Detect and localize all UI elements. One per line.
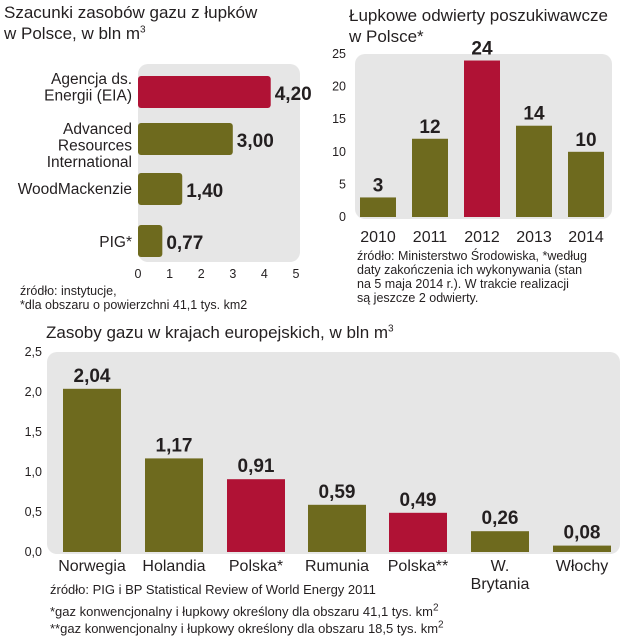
- chart2-category-label: 2011: [413, 229, 448, 246]
- chart2-value-label: 3: [373, 175, 384, 196]
- chart1-tick-label: 4: [261, 267, 268, 281]
- chart1-value-label: 3,00: [237, 131, 274, 152]
- chart3-category-label: Włochy: [556, 558, 608, 575]
- chart2-title: Łupkowe odwierty poszukiwawcze w Polsce*: [349, 6, 608, 46]
- chart1-tick-label: 1: [166, 267, 173, 281]
- chart1-category-label: Agencja ds. Energii (EIA): [44, 71, 132, 105]
- chart3-value-label: 1,17: [156, 435, 193, 456]
- chart1-bar: [138, 225, 163, 257]
- chart3-title: Zasoby gazu w krajach europejskich, w bl…: [46, 323, 394, 342]
- chart3-category-label: Norwegia: [58, 558, 126, 575]
- chart1-plot-area: [138, 64, 300, 262]
- chart2-bar: [516, 125, 552, 217]
- chart3-value-label: 0,49: [400, 490, 437, 511]
- chart3-value-label: 2,04: [74, 366, 111, 387]
- chart1-tick-label: 5: [293, 267, 300, 281]
- chart2-value-label: 10: [575, 130, 596, 151]
- chart3-bar: [553, 545, 611, 552]
- chart1-value-label: 0,77: [166, 233, 203, 254]
- chart2-category-label: 2010: [360, 229, 396, 246]
- chart1-tick-label: 2: [198, 267, 205, 281]
- chart1-notes: źródło: instytucje, *dla obszaru o powie…: [20, 284, 248, 312]
- chart1-tick-label: 0: [135, 267, 142, 281]
- chart2-category-label: 2012: [464, 229, 500, 246]
- chart3-value-label: 0,08: [564, 523, 601, 544]
- chart1-tick-label: 3: [229, 267, 236, 281]
- chart2-tick-label: 25: [332, 47, 346, 61]
- chart2-tick-label: 0: [339, 210, 346, 224]
- chart2-category-label: 2014: [568, 229, 604, 246]
- chart1-category-label: WoodMackenzie: [18, 181, 132, 198]
- chart3-tick-label: 0,5: [25, 505, 42, 519]
- chart2-bar: [568, 151, 604, 217]
- chart3-tick-label: 0,0: [25, 545, 42, 559]
- chart3-value-label: 0,59: [319, 482, 356, 503]
- chart3-bar: [145, 458, 203, 552]
- chart2-bar: [464, 60, 500, 217]
- chart3-bar: [227, 479, 285, 552]
- chart1-bar: [138, 76, 271, 108]
- chart2-notes: źródło: Ministerstwo Środowiska, *według…: [357, 249, 587, 305]
- chart2-value-label: 24: [471, 39, 493, 60]
- chart3-bar: [63, 388, 121, 552]
- chart2-tick-label: 15: [332, 112, 346, 126]
- chart1-value-label: 4,20: [275, 84, 312, 105]
- chart3-category-label: Polska*: [229, 558, 283, 575]
- chart3-category-label: Polska**: [388, 558, 448, 575]
- chart1-bar: [138, 173, 183, 205]
- chart3-tick-label: 1,5: [25, 425, 42, 439]
- chart3-tick-label: 2,5: [25, 345, 42, 359]
- chart3-bar: [308, 504, 366, 552]
- chart3-footnote-2: **gaz konwencjonalny i łupkowy określony…: [50, 619, 444, 636]
- chart1-bar: [138, 123, 233, 155]
- chart2-tick-label: 10: [332, 145, 346, 159]
- chart3-bar: [389, 512, 447, 552]
- chart3-bar: [471, 531, 529, 552]
- chart2-value-label: 14: [523, 104, 545, 125]
- chart3-value-label: 0,91: [238, 456, 275, 477]
- chart1-category-label: Advanced Resources International: [47, 121, 133, 171]
- chart3-category-label: Holandia: [142, 558, 205, 575]
- chart2-tick-label: 5: [339, 177, 346, 191]
- chart3-category-label: Rumunia: [305, 558, 369, 575]
- chart2-tick-label: 20: [332, 80, 346, 94]
- chart1-category-label: PIG*: [99, 234, 132, 251]
- chart3-tick-label: 1,0: [25, 465, 42, 479]
- chart2-value-label: 12: [419, 117, 440, 138]
- chart1-title: Szacunki zasobów gazu z łupków w Polsce,…: [4, 3, 258, 43]
- chart3-tick-label: 2,0: [25, 385, 42, 399]
- chart2-category-label: 2013: [516, 229, 552, 246]
- chart2-bar: [360, 197, 396, 217]
- chart2-bar: [412, 138, 448, 217]
- chart1-value-label: 1,40: [186, 181, 223, 202]
- chart3-value-label: 0,26: [482, 508, 519, 529]
- chart3-category-label: W. Brytania: [471, 558, 530, 593]
- chart3-footnote-1: *gaz konwencjonalny i łupkowy określony …: [50, 602, 439, 619]
- chart3-source: źródło: PIG i BP Statistical Review of W…: [50, 582, 376, 597]
